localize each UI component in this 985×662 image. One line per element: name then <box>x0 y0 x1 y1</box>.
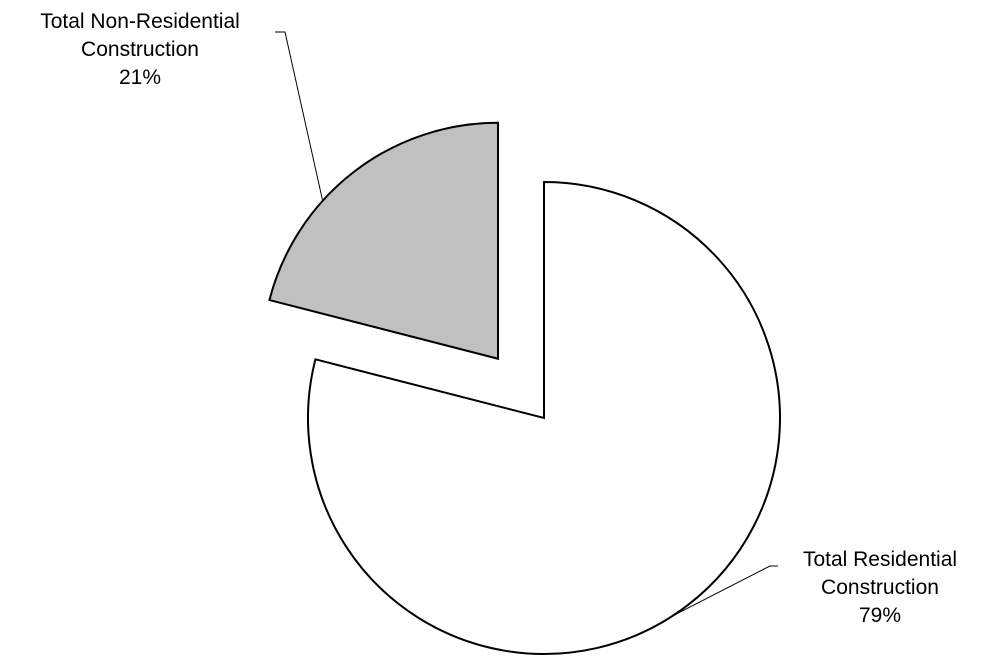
data-label-percent: 79% <box>859 604 901 627</box>
data-label-percent: 21% <box>119 66 161 89</box>
pie-slice-non-residential <box>268 121 500 361</box>
data-label-line: Total Residential <box>803 548 957 571</box>
pie-slice-residential <box>307 180 781 655</box>
data-label-line: Construction <box>81 38 199 61</box>
leader-line-residential <box>672 565 778 617</box>
leader-line-non-residential <box>275 31 324 201</box>
data-label-line: Total Non-Residential <box>40 10 240 33</box>
data-label-residential: Total Residential Construction 79% <box>803 548 957 627</box>
data-label-non-residential: Total Non-Residential Construction 21% <box>40 10 240 89</box>
data-label-line: Construction <box>821 576 939 599</box>
